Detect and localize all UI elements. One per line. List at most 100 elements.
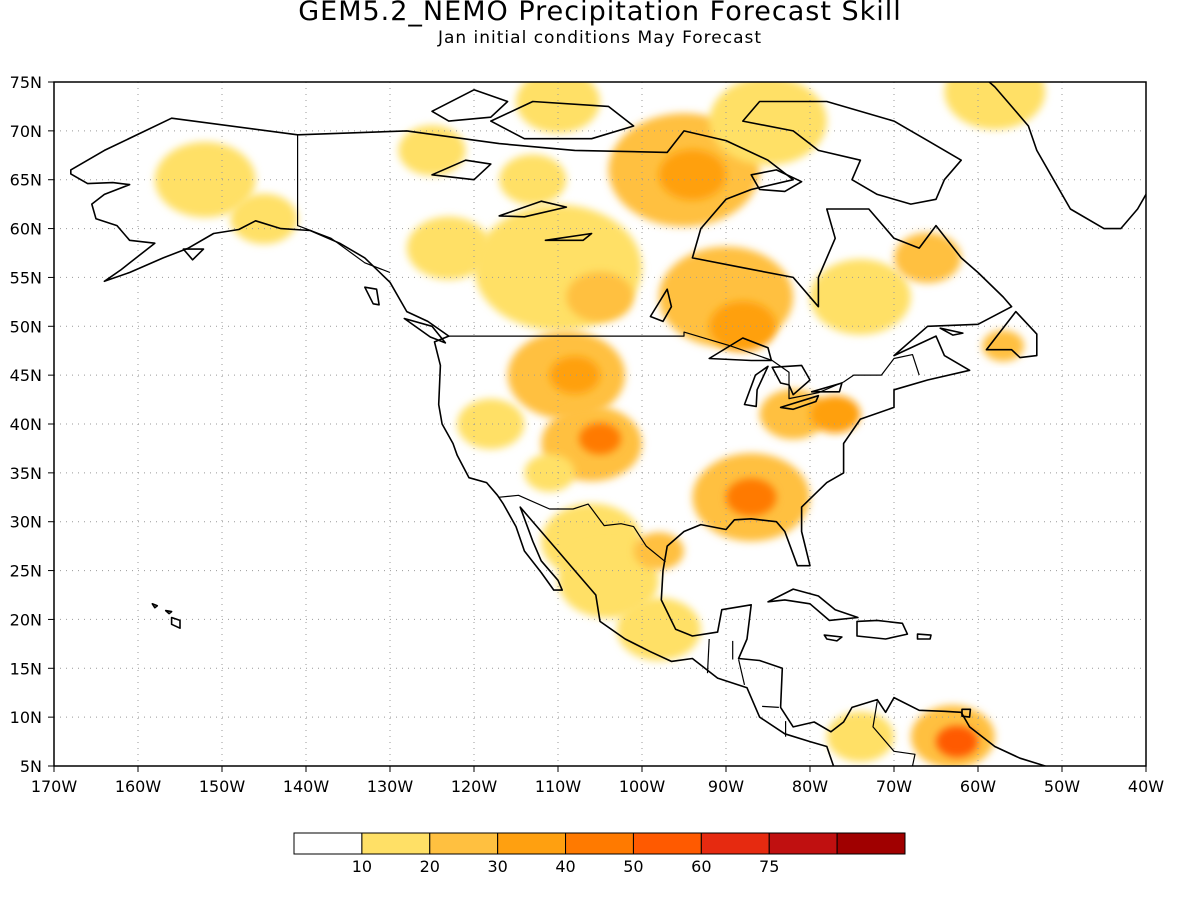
skill-region-greenland-east bbox=[944, 82, 1046, 130]
lon-tick-label: 80W bbox=[792, 777, 828, 796]
skill-region-arctic-islands bbox=[709, 82, 827, 166]
longitude-labels: 170W 160W 150W 140W 130W 120W 110W 100W 90W 80W 70… bbox=[31, 766, 1164, 796]
colorbar-swatch bbox=[700, 832, 770, 855]
skill-region-yukon-north bbox=[398, 125, 466, 176]
coastline-baffin bbox=[741, 100, 963, 205]
coastline-victoria-isl bbox=[489, 100, 635, 140]
lon-tick-label: 150W bbox=[199, 777, 246, 796]
skill-region-pennsylvania bbox=[810, 395, 861, 434]
colorbar-swatch bbox=[565, 832, 634, 855]
coastline-oahu bbox=[151, 602, 159, 609]
coastlines bbox=[70, 82, 1146, 766]
lat-tick-label: 40N bbox=[10, 415, 42, 434]
colorbar-swatch bbox=[497, 832, 567, 855]
colorbar-swatch bbox=[836, 832, 906, 855]
skill-region-alabama-core bbox=[726, 478, 777, 517]
lat-tick-label: 50N bbox=[10, 317, 42, 336]
border-us-canada bbox=[448, 331, 920, 400]
lat-tick-label: 5N bbox=[20, 757, 42, 776]
lon-tick-label: 140W bbox=[283, 777, 330, 796]
skill-region-venezuela-core bbox=[936, 725, 978, 758]
coastline-vancouver-isl bbox=[403, 317, 447, 344]
latitude-labels: 5N 10N 15N 20N 25N 30N 35N 40N 45N 50N 55N 60N 65N 70… bbox=[10, 73, 54, 776]
coastline-southampton bbox=[750, 169, 803, 193]
coastline-trinidad bbox=[961, 708, 972, 718]
coastline-north-america bbox=[70, 117, 1046, 766]
lat-tick-label: 70N bbox=[10, 122, 42, 141]
lake-lake-athabasca bbox=[544, 232, 593, 242]
coastline-maui bbox=[164, 609, 173, 615]
colorbar-swatch bbox=[632, 832, 702, 855]
lake-lake-ontario bbox=[810, 382, 843, 393]
skill-region-mexico-south bbox=[616, 597, 701, 661]
lat-tick-label: 25N bbox=[10, 562, 42, 581]
lon-tick-label: 70W bbox=[876, 777, 912, 796]
skill-region-colombia bbox=[826, 711, 895, 762]
coastline-greenland bbox=[987, 82, 1146, 230]
lake-great-bear bbox=[431, 159, 492, 181]
lake-great-slave bbox=[498, 200, 568, 218]
border-alaska-canada bbox=[297, 134, 391, 274]
skill-region-bc-north bbox=[406, 216, 491, 280]
skill-region-newfoundland bbox=[982, 330, 1025, 362]
colorbar-label: 40 bbox=[555, 857, 575, 876]
coastline-newfoundland bbox=[985, 310, 1038, 359]
skill-region-labrador bbox=[894, 232, 962, 284]
lat-tick-label: 30N bbox=[10, 513, 42, 532]
skill-region-mexico-central bbox=[558, 542, 659, 619]
colorbar-swatch bbox=[768, 832, 838, 855]
skill-region-arctic-north bbox=[516, 82, 600, 134]
lon-tick-label: 100W bbox=[619, 777, 666, 796]
chart-title: GEM5.2_NEMO Precipitation Forecast Skill bbox=[298, 0, 902, 27]
border-central-4 bbox=[762, 705, 779, 708]
lat-tick-label: 60N bbox=[10, 220, 42, 239]
skill-region-colorado-core bbox=[579, 422, 621, 455]
lake-lake-erie bbox=[779, 394, 820, 411]
border-colombia-venezuela bbox=[872, 701, 916, 766]
lake-lake-huron bbox=[771, 364, 811, 396]
lake-lake-superior bbox=[708, 337, 773, 362]
lat-tick-label: 55N bbox=[10, 268, 42, 287]
lon-tick-label: 130W bbox=[367, 777, 414, 796]
skill-shading bbox=[154, 82, 1046, 766]
lon-tick-label: 120W bbox=[451, 777, 498, 796]
lat-tick-label: 15N bbox=[10, 659, 42, 678]
lon-tick-label: 170W bbox=[31, 777, 78, 796]
chart-subtitle: Jan initial conditions May Forecast bbox=[437, 28, 763, 48]
lat-tick-label: 45N bbox=[10, 366, 42, 385]
skill-region-great-lakes-east bbox=[759, 389, 827, 440]
lake-lake-winnipeg bbox=[649, 288, 673, 323]
lat-tick-label: 20N bbox=[10, 610, 42, 629]
skill-region-alaska-south bbox=[230, 193, 298, 244]
skill-region-keewatin-core bbox=[658, 149, 727, 201]
coastline-haida-gwaii bbox=[363, 286, 380, 306]
coastline-banks-isl bbox=[431, 89, 509, 122]
lat-tick-label: 10N bbox=[10, 708, 42, 727]
lon-tick-label: 160W bbox=[115, 777, 162, 796]
skill-region-montana-core bbox=[549, 356, 600, 395]
colorbar-label: 60 bbox=[691, 857, 711, 876]
colorbar: 10 20 30 40 50 60 75 bbox=[293, 832, 906, 876]
graticule bbox=[54, 82, 1146, 766]
coastline-jamaica bbox=[823, 634, 843, 642]
colorbar-label: 20 bbox=[420, 857, 440, 876]
skill-region-alberta-core bbox=[566, 271, 634, 323]
colorbar-swatch bbox=[361, 832, 431, 855]
skill-region-quebec bbox=[810, 259, 911, 335]
skill-region-nw-territories bbox=[499, 154, 567, 205]
border-central-3 bbox=[738, 659, 746, 686]
lon-tick-label: 110W bbox=[535, 777, 582, 796]
lake-lake-michigan bbox=[743, 365, 769, 408]
coastline-kodiak bbox=[182, 248, 205, 261]
skill-region-nevada bbox=[457, 398, 525, 450]
coastline-puerto-rico bbox=[916, 633, 932, 640]
coastline-hispaniola bbox=[856, 619, 909, 640]
colorbar-label: 30 bbox=[487, 857, 507, 876]
colorbar-label: 10 bbox=[352, 857, 372, 876]
colorbar-label: 50 bbox=[623, 857, 643, 876]
lat-tick-label: 65N bbox=[10, 171, 42, 190]
lon-tick-label: 40W bbox=[1128, 777, 1164, 796]
coastline-hawaii bbox=[170, 616, 181, 630]
lat-tick-label: 75N bbox=[10, 73, 42, 92]
